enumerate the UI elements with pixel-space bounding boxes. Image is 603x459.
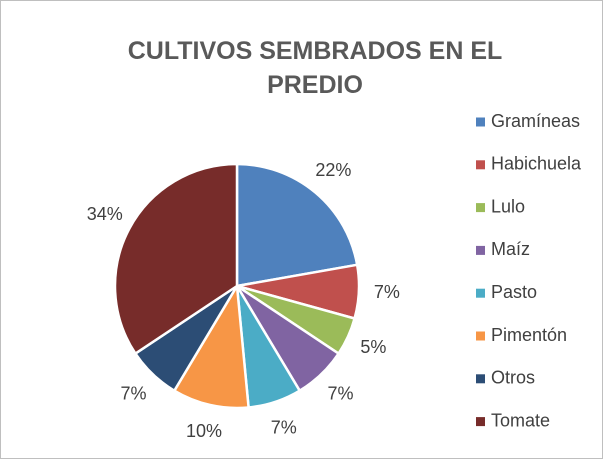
legend-label: Tomate [491, 410, 550, 430]
pie-slice [113, 162, 239, 356]
data-label: 7% [374, 282, 400, 302]
data-label: 22% [315, 160, 351, 180]
legend-label: Pimentón [491, 325, 567, 345]
data-label: 10% [186, 421, 222, 441]
legend-swatch [476, 288, 485, 298]
pie-slice [235, 162, 359, 288]
data-label: 7% [120, 383, 146, 403]
legend-label: Gramíneas [491, 111, 580, 131]
chart-title: CULTIVOS SEMBRADOS EN EL PREDIO [127, 37, 503, 99]
legend-swatch [476, 117, 485, 127]
data-label: 34% [87, 204, 123, 224]
legend-swatch [476, 245, 485, 255]
data-label: 5% [360, 337, 386, 357]
pie-slice [172, 282, 250, 410]
legend-swatch [476, 331, 485, 341]
legend-label: Pasto [491, 282, 537, 302]
legend-swatch [476, 374, 485, 384]
data-label: 7% [271, 417, 297, 437]
legend-label: Maíz [491, 239, 530, 259]
legend-label: Otros [491, 368, 535, 388]
legend-label: Lulo [491, 196, 525, 216]
data-label: 7% [328, 383, 354, 403]
legend-swatch [476, 203, 485, 213]
legend-swatch [476, 417, 485, 427]
legend-swatch [476, 160, 485, 170]
legend-label: Habichuela [491, 154, 582, 174]
